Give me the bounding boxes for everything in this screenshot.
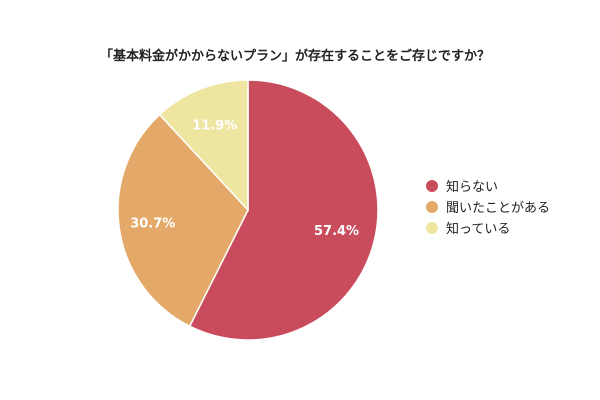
pie-slice <box>188 79 379 341</box>
slice-value-label: 11.9% <box>192 118 237 133</box>
pie-slices <box>117 79 379 341</box>
slice-value-label: 57.4% <box>314 224 359 239</box>
pie-slice-labels: 57.4% 30.7% 11.9% <box>130 118 359 239</box>
legend-label: 知っている <box>446 221 510 237</box>
legend-marker <box>426 180 438 192</box>
pie-slice <box>158 79 249 212</box>
legend-label: 聞いたことがある <box>446 201 550 216</box>
legend-label: 知らない <box>446 179 498 195</box>
slice-value-label: 30.7% <box>130 217 175 232</box>
legend-marker <box>426 201 438 213</box>
legend-marker <box>426 222 438 234</box>
chart-title: 「基本料金がかからないプラン」が存在することをご存じですか？ <box>100 48 490 64</box>
pie-slice <box>117 113 249 328</box>
